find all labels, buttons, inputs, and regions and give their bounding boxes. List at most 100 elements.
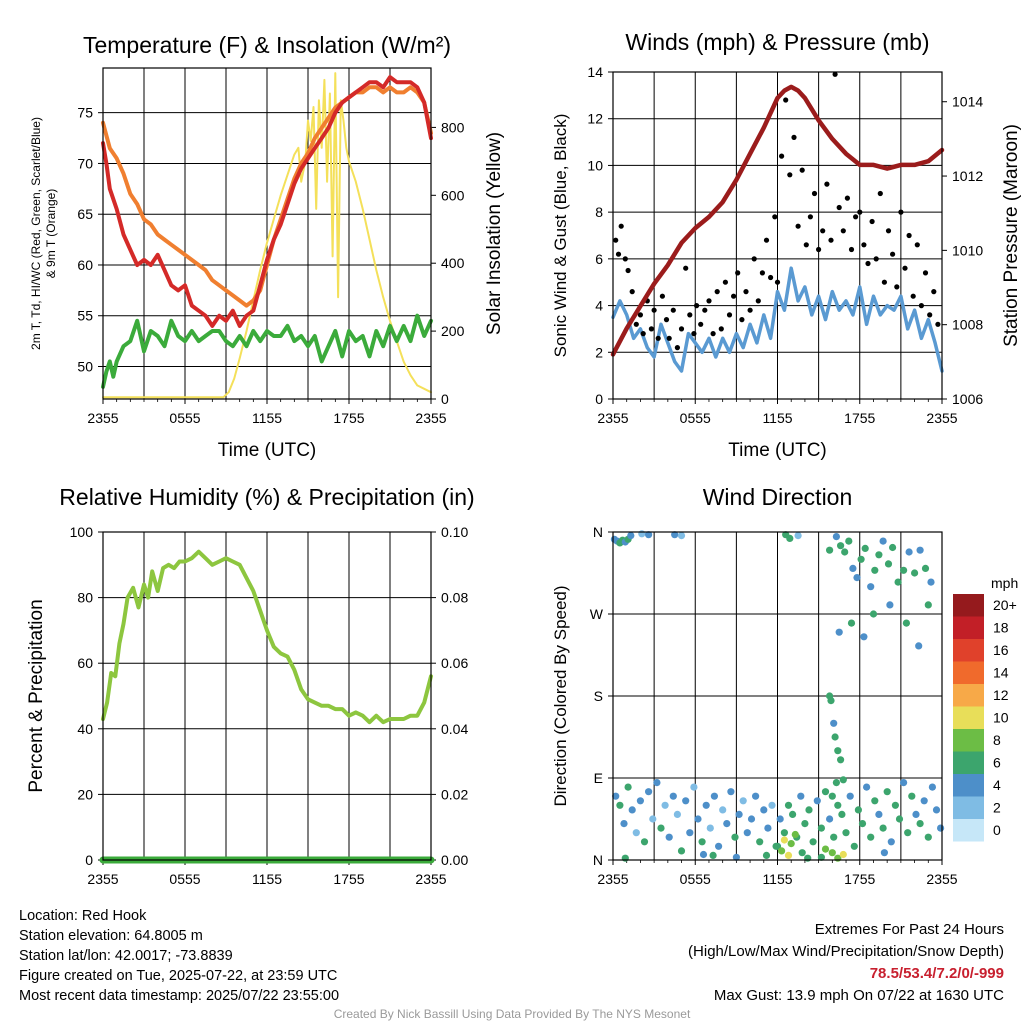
y2-axis-label: Station Pressure (Maroon)	[1001, 124, 1022, 347]
y2-tick-label: 0	[441, 391, 449, 407]
gust-point	[799, 167, 805, 173]
direction-point	[743, 829, 751, 837]
y2-tick-label: 800	[441, 119, 465, 135]
direction-point	[841, 548, 849, 556]
figure-created: Figure created on Tue, 2025-07-22, at 23…	[19, 968, 338, 984]
direction-point	[828, 792, 836, 800]
direction-point	[612, 792, 620, 800]
colorbar-swatch	[953, 729, 984, 752]
series-line-sonic-wind	[611, 266, 944, 373]
x-tick-label: 2355	[415, 871, 446, 887]
gust-point	[683, 265, 689, 271]
direction-point	[932, 806, 941, 814]
plot-frame	[612, 71, 943, 400]
gust-point	[726, 312, 733, 318]
y2-tick-label: 0.10	[441, 524, 468, 540]
gust-point	[906, 232, 912, 239]
gust-point	[718, 326, 724, 332]
direction-point	[832, 779, 841, 787]
gust-point	[674, 345, 681, 351]
y-tick-label: 14	[587, 64, 603, 80]
direction-point	[826, 546, 834, 554]
direction-point	[861, 544, 869, 553]
gust-point	[755, 298, 761, 304]
gust-point	[633, 321, 639, 327]
direction-point	[677, 532, 686, 540]
extremes-values: 78.5/53.4/7.2/0/-999	[869, 965, 1004, 982]
gust-point	[731, 293, 737, 299]
gust-point	[702, 307, 708, 313]
x-tick-label: 2355	[926, 871, 957, 887]
direction-point	[780, 836, 789, 844]
direction-point	[789, 810, 797, 819]
gust-point	[772, 214, 778, 220]
direction-point	[627, 532, 635, 540]
gust-point	[807, 214, 814, 220]
gust-point	[666, 335, 672, 341]
direction-point	[801, 820, 809, 828]
gust-point	[853, 214, 859, 220]
x-tick-label: 1755	[333, 410, 364, 426]
colorbar-label: 4	[993, 777, 1001, 793]
y-tick-label: 0	[595, 391, 603, 407]
x-tick-label: 0555	[169, 871, 200, 887]
chart-title: Temperature (F) & Insolation (W/m²)	[83, 32, 451, 58]
station-location: Location: Red Hook	[19, 908, 147, 924]
gust-point	[678, 326, 685, 332]
direction-point	[869, 610, 878, 618]
y-tick-label: 2	[595, 344, 603, 360]
direction-point	[669, 792, 677, 800]
direction-point	[739, 797, 747, 805]
y2-axis-label: Solar Insolation (Yellow)	[484, 132, 505, 335]
y-tick-label: 10	[587, 157, 603, 173]
x-tick-label: 1155	[762, 410, 792, 426]
direction-point	[813, 797, 821, 805]
y2-tick-label: 1010	[952, 242, 983, 258]
direction-point	[686, 829, 694, 837]
x-tick-label: 1755	[844, 871, 875, 887]
gust-point	[877, 190, 883, 197]
direction-point	[638, 530, 646, 538]
direction-point	[916, 820, 924, 828]
station-info: Location: Red Hook Station elevation: 64…	[19, 906, 339, 1006]
direction-point	[628, 806, 636, 814]
gust-point	[722, 279, 729, 285]
x-tick-label: 2355	[87, 410, 118, 426]
direction-point	[900, 566, 908, 574]
direction-point	[887, 838, 895, 846]
direction-point	[830, 833, 838, 841]
direction-point	[665, 833, 673, 841]
gust-point	[890, 251, 896, 257]
colorbar-label: 2	[993, 800, 1001, 816]
y-tick-label: 12	[587, 111, 603, 127]
gust-point	[869, 218, 875, 225]
direction-point	[794, 532, 802, 540]
gust-point	[759, 270, 766, 276]
humidity-chart: 2355 0555 1155 1755 2355 Relative Humidity (%…	[26, 484, 475, 887]
direction-point	[715, 842, 723, 850]
direction-point	[912, 810, 920, 819]
direction-point	[846, 792, 854, 800]
direction-point	[849, 564, 857, 573]
direction-point	[900, 779, 908, 787]
y-tick-label: 80	[77, 590, 93, 606]
y-tick-label: N	[593, 524, 603, 540]
gust-point	[865, 260, 871, 267]
gust-point	[739, 317, 745, 323]
extremes-subtitle: (High/Low/Max Wind/Precipitation/Snow De…	[688, 943, 1004, 960]
direction-point	[661, 801, 669, 809]
direction-point	[845, 537, 853, 545]
gust-point	[691, 331, 697, 337]
x-tick-label: 2355	[415, 410, 446, 426]
direction-point	[645, 788, 653, 796]
plot-frame	[612, 531, 943, 861]
direction-point	[924, 833, 932, 841]
direction-point	[827, 697, 835, 705]
direction-point	[927, 578, 935, 586]
gust-point	[640, 331, 646, 337]
colorbar-swatch	[953, 706, 984, 729]
direction-point	[621, 854, 629, 862]
direction-point	[880, 849, 889, 857]
gust-point	[714, 289, 720, 295]
direction-point	[904, 829, 912, 837]
